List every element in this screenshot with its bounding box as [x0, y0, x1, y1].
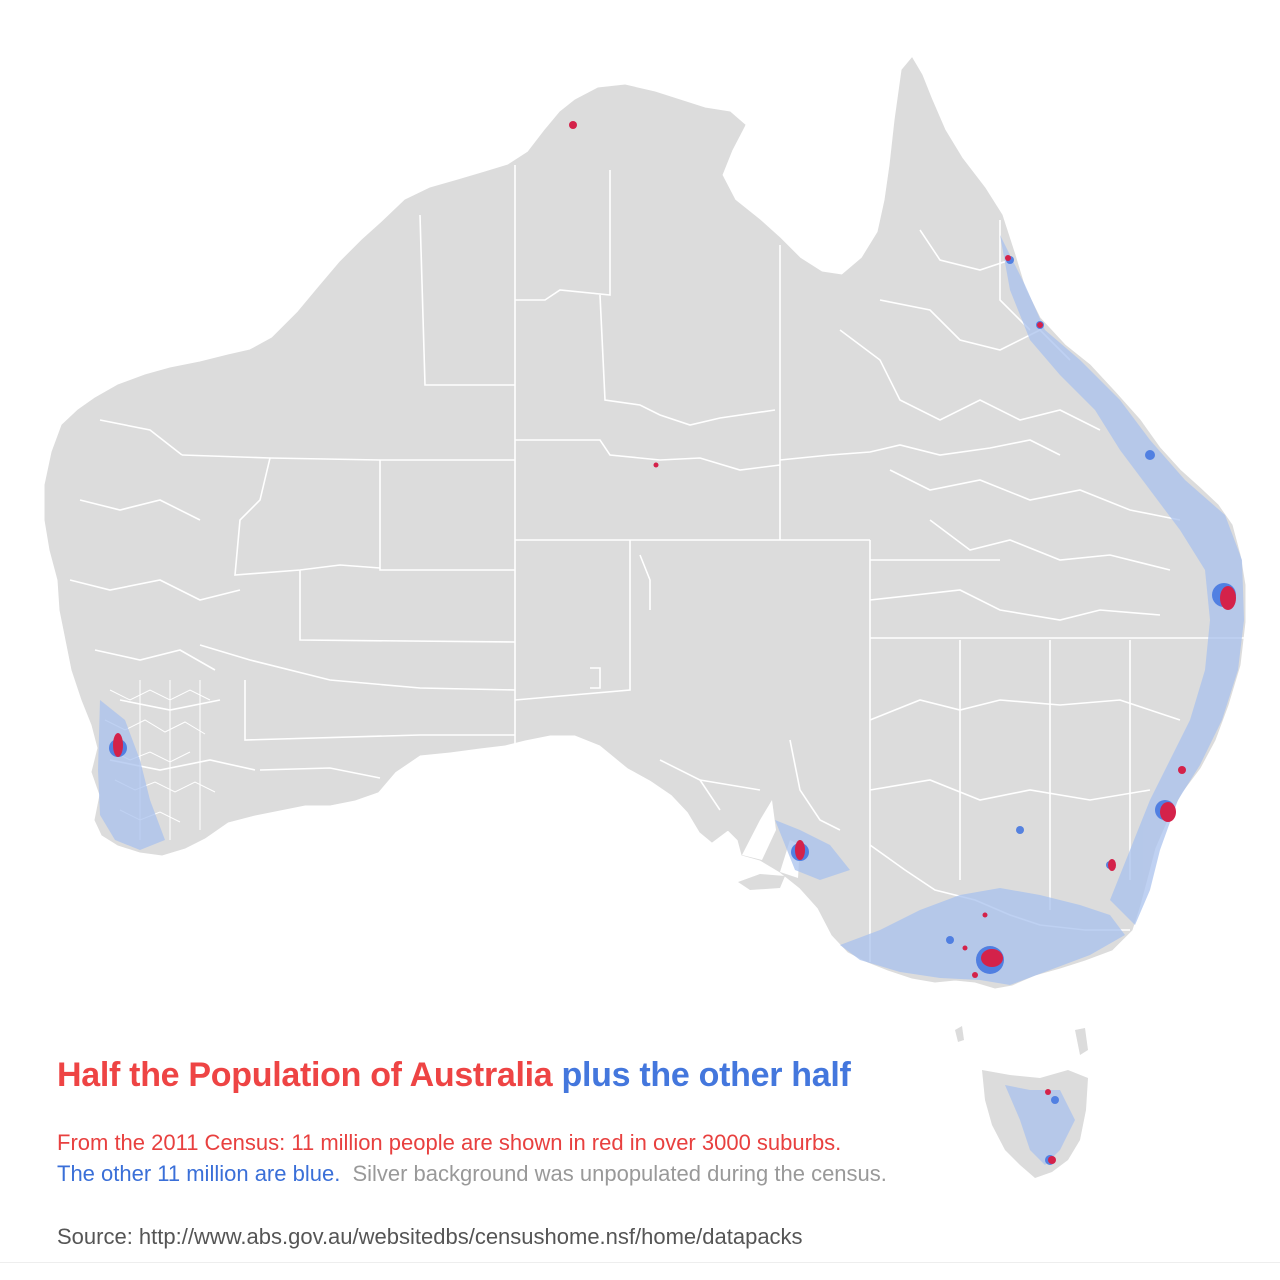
mainland-australia	[44, 57, 1246, 989]
townsville-red	[1037, 322, 1043, 328]
melbourne-red	[981, 949, 1003, 967]
alice-springs-red	[653, 462, 659, 468]
cairns-red	[1005, 255, 1011, 261]
bass-strait-island	[955, 1026, 964, 1042]
sydney-red	[1160, 802, 1176, 822]
subtitle-grey-part: Silver background was unpopulated during…	[352, 1161, 887, 1186]
hobart-red	[1048, 1156, 1056, 1164]
title-red-part: Half the Population of Australia	[57, 1056, 553, 1094]
ballarat-red	[962, 945, 968, 951]
geelong-red	[972, 972, 978, 978]
map-title: Half the Population of Australia plus th…	[57, 1056, 851, 1095]
spencer-gulf	[742, 800, 776, 860]
subtitle-line-2: The other 11 million are blue. Silver ba…	[57, 1161, 887, 1187]
red-population-areas	[113, 121, 1236, 1164]
launceston-red	[1045, 1089, 1051, 1095]
bottom-divider	[0, 1262, 1280, 1263]
subtitle-blue-part: The other 11 million are blue.	[57, 1161, 341, 1186]
kangaroo-island	[738, 874, 785, 890]
newcastle-red	[1178, 766, 1186, 774]
flinders-island	[1075, 1028, 1088, 1055]
bendigo-red	[982, 912, 988, 918]
subtitle-line-1: From the 2011 Census: 11 million people …	[57, 1130, 842, 1155]
source-note: Source: http://www.abs.gov.au/websitedbs…	[57, 1224, 803, 1249]
perth-red	[113, 733, 123, 757]
adelaide-red	[795, 840, 805, 860]
title-blue-part: plus the other half	[561, 1056, 851, 1094]
gulf-of-carpentaria	[745, 125, 880, 265]
boundaries	[69, 165, 1245, 962]
canberra-red	[1108, 859, 1116, 871]
darwin-red	[569, 121, 577, 129]
brisbane-red	[1220, 586, 1236, 610]
